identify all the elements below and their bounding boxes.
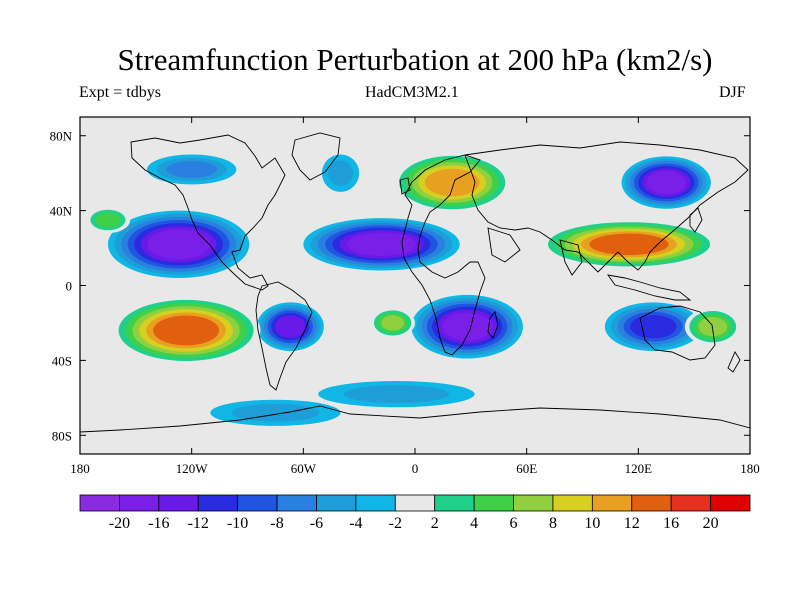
contour-level [381,315,405,331]
colorbar-label: 6 [510,515,518,532]
colorbar-swatch [355,494,396,512]
contour-level [274,315,306,338]
x-tick-label: 0 [412,461,419,476]
coastlines [80,132,750,433]
colorbar-swatch [591,494,633,512]
field-anomaly-4 [621,156,711,209]
contour-level [646,170,687,195]
colorbar-swatch [434,494,475,512]
colorbar-label: 20 [703,515,719,532]
field-anomaly-2 [411,294,523,359]
colorbar-label: 16 [663,515,679,532]
contour-level [589,233,669,256]
colorbar-swatch [79,494,120,512]
map-axes: 180 120W 60W 0 60E 120E 180 80N 40N 0 40S 80S [50,117,760,476]
colorbar-label: 8 [549,515,557,532]
colorbar-swatch [197,494,239,512]
colorbar-label: -12 [188,515,209,532]
field-anomaly-7 [318,380,475,408]
colorbar-label: -4 [349,515,362,532]
colorbar-swatch [394,494,436,512]
contour-level [166,160,217,178]
colorbar-label: 2 [431,515,439,532]
field-anomaly-11 [392,152,512,213]
colorbar-swatch [710,494,751,512]
contour-level [442,312,492,341]
y-tick-label: 40N [50,204,73,219]
field-anomaly-13 [684,307,741,346]
field-anomaly-14 [517,410,667,441]
field-anomaly-8 [210,399,341,426]
colorbar-swatch [158,494,199,512]
contour-level [95,212,121,228]
x-tick-label: 60E [516,461,537,476]
contour-level [343,385,450,403]
x-tick-label: 120W [176,461,209,476]
colorbar-label: -6 [310,515,323,532]
field-anomaly-3 [256,302,324,352]
colorbar-swatch [670,494,711,512]
experiment-label: Expt = tdbys [79,84,161,101]
streamfunction-field [85,152,741,441]
colorbar-swatch [119,494,160,512]
colorbar-swatch [552,494,593,512]
colorbar-label: 12 [624,515,640,532]
contour-level [231,403,320,422]
colorbar-label: -2 [389,515,402,532]
field-anomaly-10 [539,219,719,269]
field-anomaly-1 [303,218,460,271]
colorbar-label: -10 [227,515,248,532]
field-anomaly-5 [604,302,702,352]
colorbar-label: -16 [148,515,169,532]
contour-level [327,160,354,186]
y-tick-label: 80S [52,428,72,443]
contour-level [147,229,210,260]
x-tick-label: 180 [70,461,90,476]
colorbar-label: 4 [470,515,478,532]
colorbar-swatch [237,494,278,512]
chart-title: Streamfunction Perturbation at 200 hPa (… [117,42,713,77]
field-anomaly-16 [321,154,360,192]
x-tick-label: 60W [291,461,317,476]
colorbar-label: 10 [584,515,600,532]
colorbar-swatch [473,494,514,512]
field-anomaly-15 [85,206,131,234]
colorbar-swatch [631,494,672,512]
contour-level [629,315,677,339]
field-anomaly-12 [370,307,415,338]
season-label: DJF [719,84,746,101]
field-anomaly-6 [147,154,237,185]
y-tick-label: 0 [66,279,73,294]
colorbar-label: -20 [109,515,130,532]
colorbar-label: -8 [270,515,283,532]
colorbar: -20 -16 -12 -10 -8 -6 -4 -2 2 4 6 8 10 12 16 20 [79,494,751,532]
model-label: HadCM3M2.1 [365,84,459,101]
colorbar-swatch [513,494,554,512]
field-anomaly-0 [107,210,250,279]
field-anomaly-9 [111,296,261,365]
contour-level [153,315,220,346]
colorbar-swatch [316,494,357,512]
y-tick-label: 80N [50,129,73,144]
contour-level [517,410,667,441]
x-tick-label: 120E [625,461,653,476]
y-tick-label: 40S [52,353,72,368]
x-tick-label: 180 [740,461,760,476]
contour-level [698,317,728,337]
contour-level [346,232,417,256]
contour-level [424,168,480,197]
colorbar-swatch [276,494,317,512]
